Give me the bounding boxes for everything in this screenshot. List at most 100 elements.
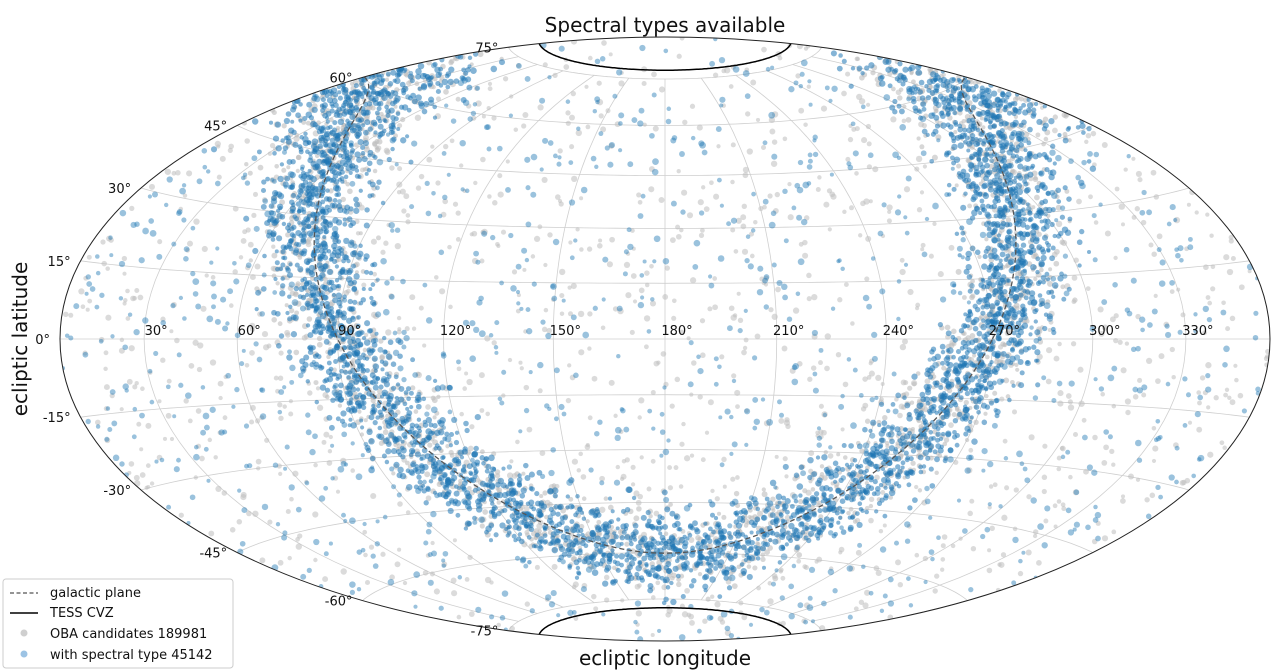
spectral-type-point	[821, 600, 827, 607]
oba-candidate-point	[118, 347, 125, 354]
spectral-type-point	[306, 101, 313, 108]
spectral-type-point	[165, 384, 171, 390]
spectral-type-point	[627, 161, 634, 168]
oba-candidate-point	[842, 381, 849, 388]
oba-candidate-point	[247, 170, 253, 176]
spectral-type-point	[771, 153, 778, 160]
oba-candidate-point	[199, 455, 205, 462]
spectral-type-point	[935, 83, 941, 88]
spectral-type-point	[716, 177, 722, 183]
spectral-type-point	[283, 466, 288, 471]
oba-candidate-point	[1084, 139, 1089, 144]
oba-candidate-point	[1043, 136, 1049, 142]
spectral-type-point	[369, 455, 376, 462]
spectral-type-point	[526, 328, 533, 335]
oba-candidate-point	[734, 389, 741, 396]
oba-candidate-point	[546, 327, 553, 334]
oba-candidate-point	[1206, 405, 1211, 410]
oba-candidate-point	[741, 553, 746, 558]
oba-candidate-point	[456, 614, 462, 620]
oba-candidate-point	[559, 292, 565, 299]
oba-candidate-point	[967, 510, 973, 517]
oba-candidate-point	[497, 191, 504, 198]
oba-candidate-point	[491, 115, 497, 121]
spectral-type-point	[290, 192, 297, 199]
spectral-type-point	[359, 418, 364, 423]
spectral-type-point	[904, 538, 911, 544]
oba-candidate-point	[911, 381, 917, 387]
spectral-type-point	[550, 590, 557, 597]
oba-candidate-point	[1125, 409, 1131, 416]
spectral-type-point	[467, 55, 473, 61]
spectral-type-point	[681, 566, 687, 572]
oba-candidate-point	[545, 597, 550, 602]
oba-candidate-point	[1026, 494, 1032, 500]
spectral-type-point	[708, 274, 713, 279]
spectral-type-point	[227, 288, 234, 295]
spectral-type-point	[659, 411, 665, 417]
oba-candidate-point	[907, 288, 914, 296]
spectral-type-point	[1093, 377, 1098, 382]
spectral-type-point	[753, 418, 760, 425]
oba-candidate-point	[1169, 346, 1175, 353]
oba-candidate-point	[455, 237, 461, 242]
spectral-type-point	[377, 123, 384, 130]
oba-candidate-point	[591, 593, 597, 600]
oba-candidate-point	[405, 510, 411, 515]
oba-candidate-point	[106, 235, 112, 242]
spectral-type-point	[343, 462, 349, 467]
oba-candidate-point	[436, 394, 441, 400]
oba-candidate-point	[866, 102, 871, 107]
spectral-type-point	[86, 281, 93, 287]
oba-candidate-point	[843, 455, 848, 460]
oba-candidate-point	[1186, 202, 1191, 207]
spectral-type-point	[812, 151, 819, 158]
spectral-type-point	[413, 571, 421, 578]
spectral-type-point	[523, 563, 529, 569]
oba-candidate-point	[745, 111, 751, 117]
spectral-type-point	[389, 275, 395, 281]
spectral-type-point	[1011, 383, 1016, 388]
oba-candidate-point	[451, 590, 458, 597]
oba-candidate-point	[963, 399, 969, 406]
oba-candidate-point	[637, 415, 642, 420]
spectral-type-point	[409, 204, 415, 210]
spectral-type-point	[353, 207, 360, 214]
oba-candidate-point	[1053, 260, 1060, 267]
oba-candidate-point	[567, 363, 572, 368]
oba-candidate-point	[1014, 362, 1019, 367]
oba-candidate-point	[827, 453, 834, 459]
spectral-type-point	[376, 158, 384, 166]
oba-candidate-point	[714, 601, 721, 608]
spectral-type-point	[383, 308, 390, 316]
spectral-type-point	[1252, 334, 1259, 341]
spectral-type-point	[256, 149, 262, 155]
oba-candidate-point	[481, 114, 486, 119]
oba-candidate-point	[710, 594, 715, 599]
oba-candidate-point	[894, 397, 899, 402]
spectral-type-point	[810, 619, 816, 624]
spectral-type-point	[715, 126, 722, 133]
spectral-type-point	[786, 316, 793, 322]
oba-candidate-point	[1111, 529, 1117, 535]
oba-candidate-point	[448, 59, 454, 66]
oba-candidate-point	[1210, 264, 1216, 270]
spectral-type-point	[729, 414, 734, 420]
spectral-type-point	[425, 210, 432, 217]
spectral-type-point	[866, 303, 873, 310]
oba-candidate-point	[467, 485, 472, 491]
oba-candidate-point	[741, 203, 747, 209]
spectral-type-point	[626, 227, 632, 233]
oba-candidate-point	[466, 103, 472, 109]
oba-candidate-point	[397, 501, 403, 507]
oba-candidate-point	[742, 345, 748, 351]
spectral-type-point	[394, 227, 401, 233]
spectral-type-point	[131, 434, 137, 440]
oba-candidate-point	[501, 393, 506, 398]
oba-candidate-point	[686, 336, 691, 341]
oba-candidate-point	[68, 312, 74, 318]
spectral-type-point	[980, 533, 986, 540]
spectral-type-point	[1021, 207, 1026, 213]
spectral-type-point	[894, 540, 899, 546]
oba-candidate-point	[821, 429, 827, 436]
